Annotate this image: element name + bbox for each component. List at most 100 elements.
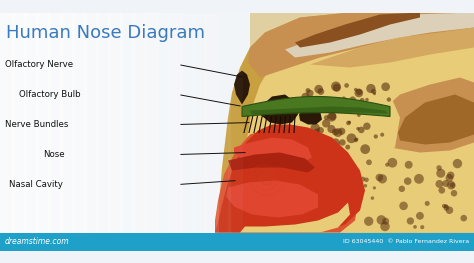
Polygon shape (260, 94, 298, 124)
Circle shape (371, 196, 374, 200)
Polygon shape (0, 232, 474, 250)
Circle shape (356, 89, 362, 95)
Circle shape (380, 222, 390, 231)
Circle shape (340, 170, 346, 175)
Text: dreamstime.com: dreamstime.com (5, 237, 70, 246)
Circle shape (339, 184, 347, 192)
Circle shape (399, 201, 408, 210)
Circle shape (453, 159, 462, 168)
Polygon shape (192, 13, 207, 232)
Circle shape (363, 123, 371, 130)
Polygon shape (240, 203, 350, 232)
Circle shape (338, 191, 342, 195)
Circle shape (328, 112, 337, 120)
Polygon shape (120, 13, 135, 232)
Circle shape (380, 133, 384, 137)
Circle shape (355, 138, 358, 141)
Circle shape (306, 88, 310, 93)
Circle shape (324, 115, 329, 120)
Circle shape (333, 84, 341, 92)
Circle shape (373, 186, 376, 190)
Circle shape (354, 138, 358, 142)
Polygon shape (108, 13, 123, 232)
Circle shape (385, 163, 389, 167)
Circle shape (310, 123, 320, 133)
Circle shape (326, 144, 333, 152)
Circle shape (357, 113, 361, 117)
Circle shape (360, 98, 365, 103)
Text: Olfactory Nerve: Olfactory Nerve (5, 60, 73, 69)
Circle shape (438, 187, 445, 194)
Polygon shape (0, 13, 280, 232)
Polygon shape (378, 78, 474, 153)
Circle shape (446, 174, 453, 182)
Circle shape (306, 90, 313, 97)
Text: Olfactory Bulb: Olfactory Bulb (19, 90, 81, 99)
Circle shape (337, 159, 346, 168)
Circle shape (460, 215, 467, 221)
Polygon shape (248, 13, 474, 78)
Circle shape (447, 181, 456, 190)
Polygon shape (242, 97, 390, 117)
Polygon shape (216, 13, 231, 232)
Polygon shape (230, 33, 474, 232)
Circle shape (338, 128, 346, 135)
Circle shape (413, 225, 417, 229)
Polygon shape (0, 13, 15, 232)
Circle shape (405, 161, 413, 169)
Circle shape (451, 190, 457, 196)
Polygon shape (60, 13, 75, 232)
Polygon shape (215, 124, 365, 232)
Circle shape (355, 89, 363, 97)
Polygon shape (215, 128, 358, 232)
Polygon shape (36, 13, 51, 232)
Polygon shape (215, 13, 474, 232)
Circle shape (347, 200, 352, 205)
Circle shape (339, 193, 346, 200)
Circle shape (436, 180, 443, 188)
Circle shape (436, 169, 446, 178)
Polygon shape (234, 70, 250, 104)
Circle shape (315, 96, 319, 99)
Polygon shape (84, 13, 99, 232)
Circle shape (334, 128, 342, 137)
Polygon shape (285, 13, 474, 58)
Text: Nose: Nose (43, 150, 64, 159)
Polygon shape (295, 84, 400, 154)
Circle shape (310, 145, 318, 152)
Circle shape (331, 82, 341, 91)
Circle shape (444, 205, 449, 211)
Circle shape (365, 98, 369, 101)
Circle shape (425, 201, 430, 206)
Circle shape (346, 133, 356, 143)
Polygon shape (310, 28, 474, 68)
Text: Nerve Bundles: Nerve Bundles (5, 120, 68, 129)
Circle shape (339, 139, 346, 146)
Circle shape (354, 88, 357, 92)
Polygon shape (24, 13, 39, 232)
Polygon shape (204, 13, 219, 232)
Circle shape (344, 83, 349, 88)
Circle shape (364, 184, 367, 188)
Circle shape (346, 121, 351, 125)
Polygon shape (330, 154, 474, 232)
Circle shape (322, 119, 330, 128)
Circle shape (404, 177, 411, 185)
Polygon shape (234, 138, 312, 168)
Circle shape (318, 88, 324, 95)
Circle shape (366, 159, 372, 165)
Circle shape (349, 96, 356, 103)
Text: ID 63045440  © Pablo Fernandez Rivera: ID 63045440 © Pablo Fernandez Rivera (343, 239, 469, 244)
Polygon shape (12, 13, 27, 232)
Circle shape (364, 178, 369, 182)
Circle shape (399, 186, 405, 192)
Circle shape (364, 217, 374, 226)
Polygon shape (132, 13, 147, 232)
Circle shape (437, 165, 442, 170)
Circle shape (311, 133, 318, 138)
Circle shape (416, 212, 424, 220)
Circle shape (339, 182, 343, 186)
Circle shape (317, 127, 324, 134)
Polygon shape (180, 13, 195, 232)
Circle shape (414, 174, 424, 184)
